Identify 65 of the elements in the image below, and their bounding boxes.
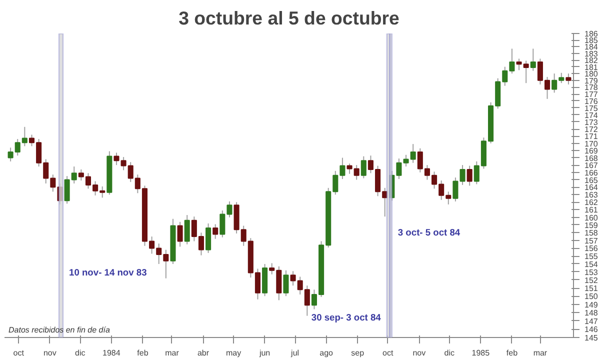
y-tick-label: 173	[584, 118, 598, 127]
x-tick-label: abr	[197, 348, 210, 358]
y-tick-label: 180	[584, 70, 598, 79]
x-tick-label: oct	[13, 348, 25, 358]
y-tick-label: 161	[584, 206, 598, 215]
y-tick-label: 175	[584, 104, 598, 113]
y-tick-label: 171	[584, 132, 598, 142]
x-tick-label: feb	[137, 348, 149, 358]
x-tick-label: mar	[533, 348, 548, 358]
y-tick-label: 148	[584, 308, 598, 318]
y-tick-label: 182	[584, 56, 598, 66]
y-tick-label: 146	[584, 325, 598, 334]
y-tick-label: 153	[584, 268, 598, 277]
y-tick-label: 179	[584, 76, 598, 86]
y-tick-label: 172	[584, 125, 598, 134]
y-tick-label: 157	[584, 236, 598, 246]
y-tick-label: 150	[584, 292, 598, 302]
y-tick-label: 174	[584, 110, 598, 120]
y-tick-label: 156	[584, 244, 598, 254]
x-tick-label: mar	[165, 348, 180, 358]
y-tick-label: 145	[584, 334, 598, 342]
x-tick-label: may	[226, 348, 242, 358]
x-tick-label: jul	[290, 348, 300, 358]
x-tick-label: sep	[351, 348, 365, 358]
y-tick-label: 177	[584, 90, 598, 100]
x-tick-label: ago	[320, 348, 334, 358]
y-tick-label: 168	[584, 154, 598, 163]
y-tick-label: 165	[584, 176, 598, 185]
y-tick-label: 178	[584, 83, 598, 92]
y-tick-label: 149	[584, 300, 598, 310]
y-tick-label: 163	[584, 190, 598, 200]
chart-title: 3 octubre al 5 de octubre	[178, 8, 400, 28]
x-tick-label: dic	[444, 348, 455, 358]
y-tick-label: 185	[584, 36, 598, 46]
x-tick-label: 1985	[472, 348, 490, 358]
y-tick-label: 186	[584, 30, 598, 38]
y-tick-label: 164	[584, 183, 598, 192]
y-tick-label: 154	[584, 260, 598, 269]
annotation: Datos recibidos en fin de día	[8, 326, 110, 334]
y-tick-label: 155	[584, 252, 598, 262]
y-tick-label: 170	[584, 139, 598, 148]
x-tick-label: 1984	[102, 348, 121, 358]
y-tick-label: 176	[584, 96, 598, 106]
band-label: 3 oct- 5 oct 84	[398, 228, 461, 238]
x-tick-label: feb	[506, 348, 518, 358]
x-tick-label: dic	[75, 348, 86, 358]
y-tick-label: 183	[584, 49, 598, 58]
y-tick-label: 152	[584, 276, 598, 285]
band-label: 30 sep- 3 oct 84	[311, 312, 382, 322]
y-tick-label: 167	[584, 161, 598, 170]
y-tick-label: 158	[584, 228, 598, 238]
y-tick-label: 147	[584, 316, 598, 326]
y-tick-label: 169	[584, 146, 598, 156]
x-tick-label: oct	[382, 348, 394, 358]
y-tick-label: 184	[584, 42, 598, 52]
y-tick-label: 181	[584, 62, 598, 72]
x-tick-label: nov	[43, 348, 56, 358]
y-tick-label: 166	[584, 168, 598, 178]
y-tick-label: 159	[584, 220, 598, 230]
y-tick-label: 151	[584, 284, 598, 293]
x-tick-label: jun	[258, 348, 270, 358]
y-tick-label: 162	[584, 198, 598, 208]
y-tick-label: 160	[584, 213, 598, 222]
band-label: 10 nov- 14 nov 83	[69, 268, 147, 278]
x-tick-label: nov	[412, 348, 426, 358]
